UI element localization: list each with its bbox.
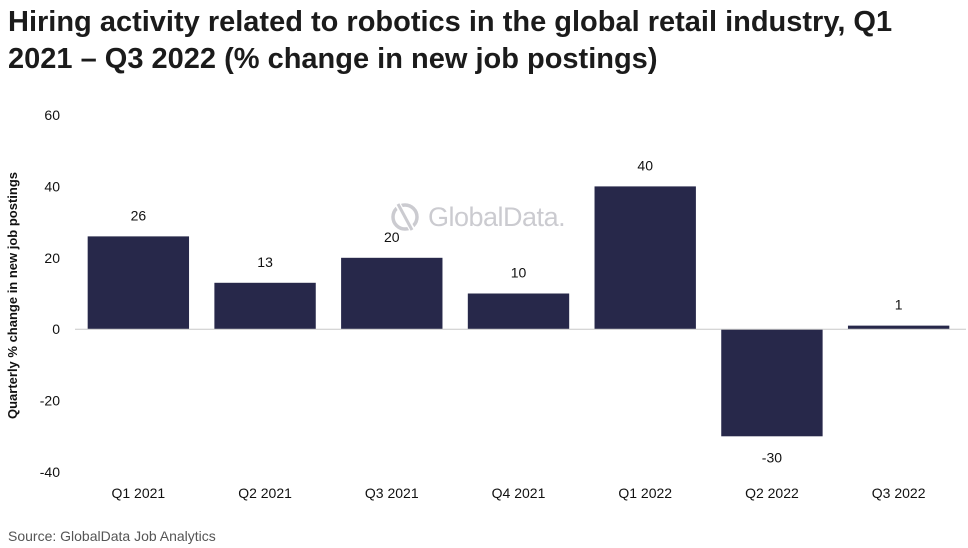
data-label: 10 [511, 265, 527, 281]
x-tick-label: Q1 2021 [111, 485, 165, 501]
data-label: -30 [762, 449, 782, 465]
data-label: 26 [131, 207, 147, 223]
bar [847, 325, 950, 330]
x-tick-label: Q1 2022 [618, 485, 672, 501]
y-tick-label: 40 [44, 178, 60, 194]
x-tick-label: Q2 2022 [745, 485, 799, 501]
data-label: 20 [384, 229, 400, 245]
y-tick-label: -20 [40, 393, 60, 409]
bar [87, 236, 190, 330]
x-tick-label: Q4 2021 [492, 485, 546, 501]
y-tick-label: 20 [44, 250, 60, 266]
globaldata-logo-icon [391, 201, 419, 233]
x-tick-label: Q3 2021 [365, 485, 419, 501]
y-tick-label: 60 [44, 107, 60, 123]
data-label: 1 [895, 297, 903, 313]
watermark-text: GlobalData. [428, 201, 566, 232]
globaldata-watermark: GlobalData. [388, 200, 566, 234]
chart-title: Hiring activity related to robotics in t… [8, 6, 893, 75]
x-tick-label: Q3 2022 [872, 485, 926, 501]
bar [467, 293, 570, 330]
source-note: Source: GlobalData Job Analytics [8, 528, 216, 544]
y-axis-title: Quarterly % change in new job postings [5, 172, 20, 419]
x-tick-label: Q2 2021 [238, 485, 292, 501]
bar [721, 329, 823, 437]
bar [214, 282, 316, 330]
bar [594, 186, 696, 330]
data-label: 40 [637, 157, 653, 173]
y-tick-label: 0 [52, 321, 60, 337]
bar [341, 257, 443, 330]
data-label: 13 [257, 254, 273, 270]
y-tick-label: -40 [40, 464, 60, 480]
